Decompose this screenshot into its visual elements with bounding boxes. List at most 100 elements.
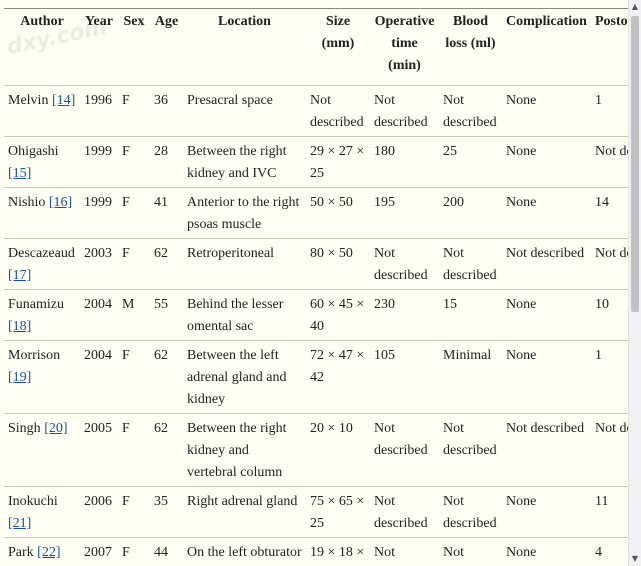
scroll-down-arrow-icon[interactable]: ▼ — [631, 554, 639, 563]
cell-location: Right adrenal gland — [183, 486, 306, 538]
vertical-scrollbar[interactable]: ▲ ▼ — [628, 0, 641, 566]
reference-link[interactable]: [22] — [37, 545, 61, 560]
cell-year: 2006 — [80, 486, 118, 538]
table-row: Morrison [19] 2004 F 62 Between the left adr… — [4, 340, 629, 414]
author-name: Morrison — [8, 348, 61, 363]
col-header-operative-time: Operative time (min) — [374, 14, 435, 73]
author-name: Park — [8, 545, 34, 560]
cell-location: Retroperitoneal — [183, 238, 306, 290]
table-row: Singh [20] 2005 F 62 Between the right kidne… — [4, 413, 629, 487]
cell-blood-loss: Not described — [439, 486, 502, 538]
cell-author: Funamizu [18] — [4, 289, 80, 341]
cell-location: Between the right kidney and IVC — [183, 136, 306, 188]
scrollbar-thumb[interactable] — [631, 16, 639, 312]
reference-link[interactable]: [19] — [8, 370, 32, 385]
cell-location: On the left obturator nerve — [183, 537, 306, 566]
cell-sex: M — [118, 289, 150, 341]
cell-year: 2004 — [80, 289, 118, 341]
reference-link[interactable]: [17] — [8, 268, 32, 283]
cell-operative-time: 195 — [370, 187, 439, 239]
author-name: Melvin — [8, 93, 49, 108]
author-name: Nishio — [8, 195, 46, 210]
cell-complication: None — [502, 85, 591, 137]
cell-complication: None — [502, 187, 591, 239]
cell-age: 62 — [150, 413, 183, 487]
cell-operative-time: Not described — [370, 486, 439, 538]
cell-location: Between the left adrenal gland and kidne… — [183, 340, 306, 414]
cell-sex: F — [118, 340, 150, 414]
cell-age: 36 — [150, 85, 183, 137]
cell-year: 1999 — [80, 187, 118, 239]
col-header-blood-loss: Blood loss (ml) — [445, 14, 496, 51]
cell-complication: None — [502, 340, 591, 414]
table-row: Ohigashi [15] 1999 F 28 Between the right ki… — [4, 136, 629, 188]
author-name: Ohigashi — [8, 144, 59, 159]
cell-year: 2004 — [80, 340, 118, 414]
cell-postop: Not de — [591, 136, 629, 188]
cell-year: 2005 — [80, 413, 118, 487]
cell-blood-loss: Not described — [439, 413, 502, 487]
cell-complication: Not described — [502, 238, 591, 290]
cell-postop: 14 — [591, 187, 629, 239]
cell-year: 2007 — [80, 537, 118, 566]
cell-sex: F — [118, 187, 150, 239]
cell-size: 80 × 50 — [306, 238, 370, 290]
col-header-size: Size (mm) — [321, 14, 355, 51]
cell-blood-loss: Minimal — [439, 340, 502, 414]
cell-blood-loss: 25 — [439, 136, 502, 188]
cell-author: Nishio [16] — [4, 187, 80, 239]
cell-size: 20 × 10 — [306, 413, 370, 487]
cell-size: 29 × 27 × 25 — [306, 136, 370, 188]
author-name: Funamizu — [8, 297, 64, 312]
col-header-sex: Sex — [123, 14, 145, 29]
cell-postop: 10 — [591, 289, 629, 341]
cell-postop: 1 — [591, 340, 629, 414]
cell-postop: Not de — [591, 238, 629, 290]
cell-author: Ohigashi [15] — [4, 136, 80, 188]
col-header-location: Location — [218, 14, 271, 29]
reference-link[interactable]: [14] — [51, 93, 76, 108]
cell-operative-time: Not described — [370, 537, 439, 566]
cell-age: 41 — [150, 187, 183, 239]
cell-author: Descazeaud [17] — [4, 238, 80, 290]
cell-author: Park [22] — [4, 537, 80, 566]
reference-link[interactable]: [16] — [48, 195, 73, 210]
cell-operative-time: 105 — [370, 340, 439, 414]
author-name: Singh — [8, 421, 41, 436]
cell-operative-time: 180 — [370, 136, 439, 188]
cell-size: 75 × 65 × 25 — [306, 486, 370, 538]
cell-postop: 1 — [591, 85, 629, 137]
table-row: Descazeaud [17] 2003 F 62 Retroperitoneal 80 … — [4, 238, 629, 290]
col-header-year: Year — [85, 14, 113, 29]
cell-age: 28 — [150, 136, 183, 188]
cell-blood-loss: Not described — [439, 238, 502, 290]
cell-year: 1999 — [80, 136, 118, 188]
author-name: Descazeaud — [8, 246, 75, 261]
col-header-age: Age — [154, 14, 179, 29]
cell-complication: None — [502, 289, 591, 341]
cell-blood-loss: 15 — [439, 289, 502, 341]
cell-location: Between the right kidney and vertebral c… — [183, 413, 306, 487]
cell-blood-loss: Not described — [439, 85, 502, 137]
reference-link[interactable]: [18] — [8, 319, 32, 334]
cell-year: 1996 — [80, 85, 118, 137]
cell-sex: F — [118, 85, 150, 137]
cell-sex: F — [118, 413, 150, 487]
cell-sex: F — [118, 136, 150, 188]
scroll-up-arrow-icon[interactable]: ▲ — [631, 2, 639, 11]
cell-age: 44 — [150, 537, 183, 566]
cell-postop: 11 — [591, 486, 629, 538]
reference-link[interactable]: [21] — [8, 516, 32, 531]
cell-complication: Not described — [502, 413, 591, 487]
reference-link[interactable]: [20] — [44, 421, 68, 436]
cell-postop: Not de — [591, 413, 629, 487]
reference-link[interactable]: [15] — [8, 166, 32, 181]
cell-author: Inokuchi [21] — [4, 486, 80, 538]
author-name: Inokuchi — [8, 494, 58, 509]
table-header-row: Author Year Sex Age Location Size (mm) O… — [4, 8, 629, 86]
cell-location: Behind the lesser omental sac — [183, 289, 306, 341]
cell-sex: F — [118, 486, 150, 538]
cell-complication: None — [502, 486, 591, 538]
